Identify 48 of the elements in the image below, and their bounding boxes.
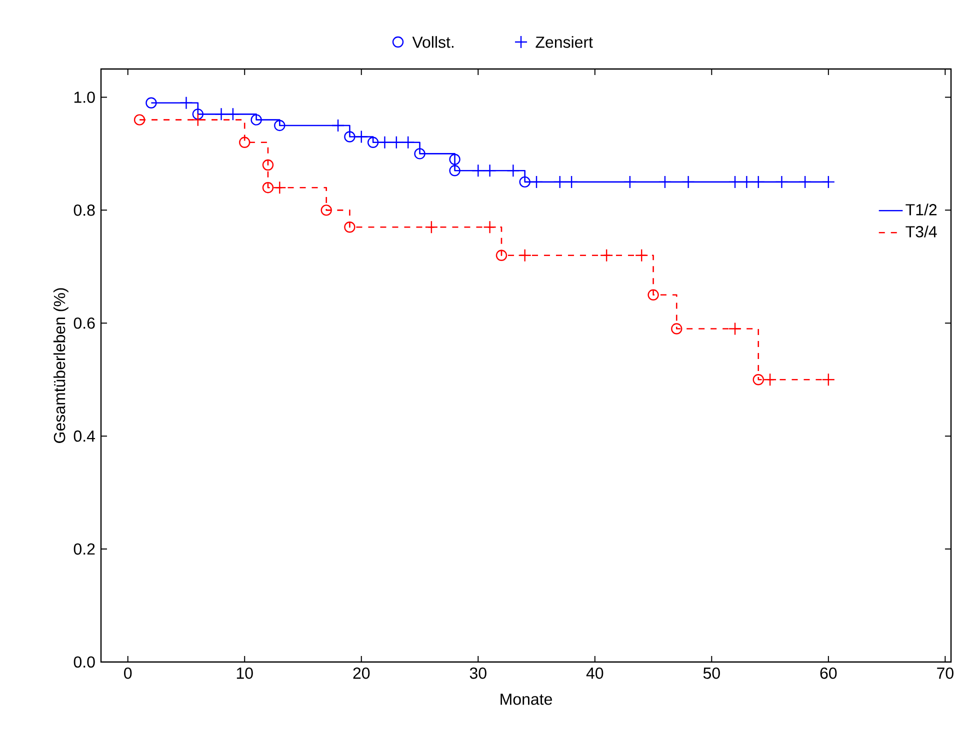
point [390, 136, 404, 150]
point [775, 175, 788, 189]
point [671, 323, 682, 334]
y-tick-label: 0.6 [74, 317, 95, 329]
x-tick-label: 0 [124, 668, 132, 679]
legend-label: Zensiert [536, 36, 593, 48]
point [226, 108, 240, 121]
point [239, 136, 250, 148]
x-tick-label: 10 [236, 668, 253, 679]
point [564, 175, 578, 189]
point [752, 175, 765, 189]
x-tick-label: 60 [820, 668, 837, 679]
y-tick-label: 0.4 [74, 430, 96, 442]
point [648, 289, 659, 300]
point [623, 175, 637, 189]
point [822, 175, 836, 189]
point [320, 204, 332, 216]
x-tick-label: 70 [937, 668, 954, 679]
x-axis-title: Monate [500, 694, 552, 705]
x-tick-label: 50 [703, 668, 720, 679]
point [798, 175, 812, 189]
point [553, 175, 566, 189]
y-tick-label: 0.8 [74, 204, 95, 216]
point [483, 164, 496, 178]
point [262, 159, 274, 171]
point [331, 118, 345, 132]
x-tick-label: 40 [586, 668, 604, 679]
point [506, 164, 520, 178]
point [180, 96, 193, 110]
legend-label: Vollst. [412, 36, 454, 48]
y-tick-label: 0.2 [74, 543, 95, 555]
point [401, 136, 415, 150]
point [740, 175, 754, 189]
point [134, 114, 146, 126]
y-axis-title: Gesamtüberleben (%) [53, 288, 68, 443]
legend-label: T1/2 [906, 204, 937, 216]
y-tick-label: 1.0 [74, 92, 95, 103]
legend-label: T3/4 [906, 226, 937, 238]
point [472, 164, 485, 178]
point [682, 175, 695, 189]
point [658, 175, 672, 189]
point [344, 222, 356, 233]
x-tick-label: 30 [470, 668, 486, 679]
point [496, 250, 508, 261]
point [728, 175, 742, 189]
point [214, 108, 228, 121]
y-tick-label: 0.0 [74, 656, 95, 668]
x-tick-label: 20 [353, 668, 370, 679]
